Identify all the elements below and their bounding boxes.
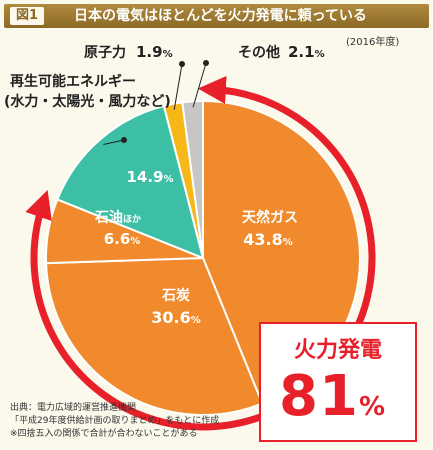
gas-value-number: 43.8: [243, 230, 282, 249]
thermal-power-callout: 火力発電 81%: [259, 322, 417, 442]
nuclear-label-name: 原子力: [84, 44, 126, 61]
nuclear-label: 原子力 1.9%: [84, 43, 173, 61]
source-line-2: 「平成29年度供給計画の取りまとめ」をもとに作成: [10, 416, 220, 426]
other-label-name: その他: [238, 44, 280, 61]
other-leader-dot: [203, 60, 209, 66]
coal-value: 30.6%: [151, 308, 201, 327]
callout-value-unit: %: [358, 392, 385, 422]
oil-label-suffix: ほか: [123, 214, 141, 225]
renewable-leader-dot: [121, 137, 127, 143]
coal-label: 石炭: [161, 287, 190, 304]
renewable-label-line1: 再生可能エネルギー: [10, 73, 136, 90]
gas-value-unit: %: [283, 237, 293, 248]
gas-label: 天然ガス: [242, 209, 298, 226]
title-bar: 図1 日本の電気はほとんどを火力発電に頼っている: [4, 4, 429, 28]
coal-value-unit: %: [191, 315, 201, 326]
nuclear-leader: [173, 63, 183, 110]
source-note: 出典：電力広域的運営推進機関 「平成29年度供給計画の取りまとめ」をもとに作成 …: [10, 402, 219, 441]
source-line-1: 出典：電力広域的運営推進機関: [10, 403, 137, 413]
oil-value-unit: %: [130, 236, 140, 247]
slice-coal: [45, 256, 264, 416]
renewable-leader: [103, 139, 125, 145]
other-value-number: 2.1: [288, 43, 315, 61]
nuclear-leader-dot: [179, 61, 185, 67]
renewable-label-line2: (水力・太陽光・風力など): [4, 93, 171, 110]
other-leader: [192, 62, 207, 108]
renewable-value-unit: %: [163, 174, 173, 185]
oil-label: 石油ほか: [94, 209, 141, 226]
other-label: その他 2.1%: [238, 43, 325, 61]
nuclear-value-number: 1.9: [136, 43, 163, 61]
callout-title: 火力発電: [293, 338, 382, 363]
callout-value-number: 81: [279, 364, 359, 429]
source-line-3: ※四捨五入の関係で合計が合わないことがある: [10, 429, 198, 439]
nuclear-value-unit: %: [163, 49, 173, 60]
renewable-value: 14.9%: [126, 168, 173, 186]
oil-value: 6.6%: [104, 230, 141, 248]
oil-label-main: 石油: [94, 209, 123, 226]
renewable-value-number: 14.9: [126, 168, 163, 186]
coal-value-number: 30.6: [151, 308, 190, 327]
callout-value: 81%: [279, 364, 385, 429]
oil-value-number: 6.6: [104, 230, 131, 248]
chart-title: 日本の電気はほとんどを火力発電に頼っている: [74, 8, 367, 24]
figure-label: 図1: [10, 7, 44, 25]
gas-value: 43.8%: [243, 230, 293, 249]
other-value-unit: %: [315, 49, 325, 60]
year-note: (2016年度): [346, 37, 400, 48]
